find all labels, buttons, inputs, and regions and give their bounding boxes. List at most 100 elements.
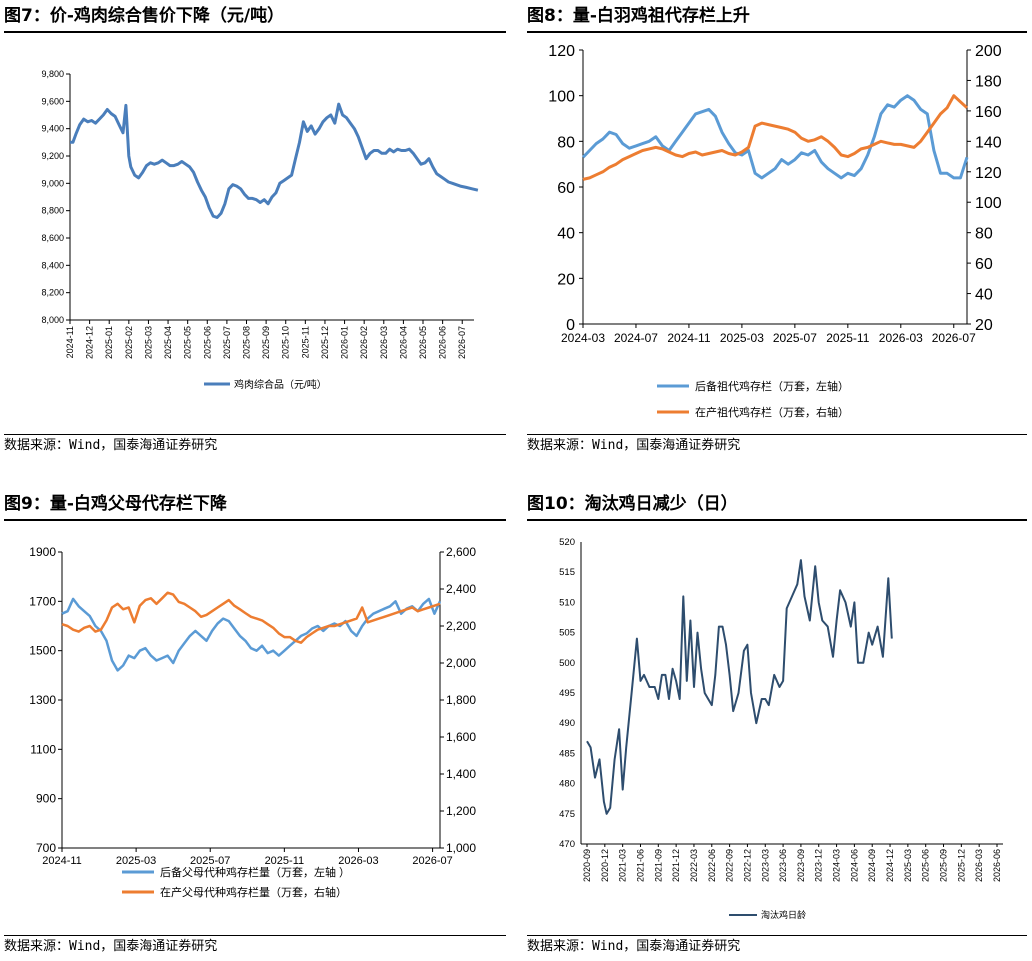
y-tick-label-right: 2,000 (446, 656, 476, 670)
x-tick-label: 2024-11 (42, 855, 82, 867)
y-tick-label-right: 2,600 (446, 545, 476, 559)
y-tick-label-left: 120 (548, 43, 575, 60)
x-tick-label: 2025-09 (261, 326, 271, 359)
x-tick-label: 2024-12 (85, 326, 95, 359)
x-tick-label: 2026-01 (340, 326, 350, 359)
x-tick-label: 2024-11 (65, 326, 75, 358)
y-tick-label: 8,800 (41, 206, 64, 216)
source-rule (4, 434, 506, 435)
x-tick-label: 2022-09 (725, 849, 735, 882)
figure-title: 图9：量-白鸡父母代存栏下降 (4, 494, 227, 514)
y-tick-label-right: 140 (975, 134, 1002, 151)
series-line (582, 94, 969, 181)
y-tick-label: 9,000 (41, 178, 64, 188)
x-tick-label: 2026-03 (974, 849, 984, 882)
y-tick-label-right: 1,000 (446, 841, 476, 855)
x-tick-label: 2026-03 (338, 855, 378, 867)
x-tick-label: 2025-09 (939, 849, 949, 882)
y-tick-label: 8,400 (41, 260, 64, 270)
chart-7: 8,000 8,200 8,400 8,600 8,800 9,000 9,200 9,400… (41, 69, 479, 391)
y-tick-label-right: 40 (975, 287, 993, 304)
y-tick-label-right: 1,200 (446, 804, 476, 818)
x-tick-label: 2026-04 (398, 326, 408, 359)
y-tick-label-right: 60 (975, 256, 993, 273)
x-tick-label: 2024-03 (832, 849, 842, 882)
x-tick-label: 2025-07 (222, 326, 232, 359)
x-tick-label: 2026-06 (992, 849, 1002, 882)
x-tick-label: 2021-12 (671, 849, 681, 882)
y-tick-label-right: 200 (975, 43, 1002, 60)
source-rule (527, 434, 1027, 435)
source-rule (527, 935, 1027, 936)
x-tick-label: 2025-05 (183, 326, 193, 359)
y-tick-label-left: 20 (557, 271, 575, 288)
title-rule (527, 519, 1027, 521)
y-tick-label-right: 120 (975, 165, 1002, 182)
x-tick-label: 2025-03 (903, 849, 913, 882)
x-tick-label: 2021-06 (635, 849, 645, 882)
y-tick-label-right: 2,400 (446, 582, 476, 596)
x-tick-label: 2026-07 (412, 855, 452, 867)
figure-9-panel: 图9：量-白鸡父母代存栏下降 700 900 1100 1300 1500 1700 190… (4, 492, 506, 958)
figure-title: 图10：淘汰鸡日减少（日） (527, 494, 738, 514)
x-tick-label: 2025-07 (190, 855, 230, 867)
x-tick-label: 2022-12 (742, 849, 752, 882)
chart-10: 470 475 480 485 490 495 500 505 510 515 520 2020-09… (559, 537, 1003, 920)
figure-title: 图8：量-白羽鸡祖代存栏上升 (527, 6, 750, 26)
x-tick-label: 2026-06 (438, 326, 448, 359)
y-tick-label-right: 20 (975, 317, 993, 334)
x-tick-label: 2025-03 (143, 326, 153, 359)
figure-8-panel: 图8：量-白羽鸡祖代存栏上升 0 20 40 60 80 100 120 20 40 60 80 10… (527, 4, 1027, 464)
y-tick-label: 470 (559, 839, 575, 850)
x-tick-label: 2025-04 (163, 326, 173, 359)
y-tick-label: 9,200 (41, 151, 64, 161)
y-tick-label-right: 1,800 (446, 693, 476, 707)
y-tick-label: 480 (559, 779, 575, 790)
y-tick-label-left: 1100 (30, 742, 56, 756)
y-tick-label: 505 (559, 628, 575, 639)
x-tick-label: 2023-09 (796, 849, 806, 882)
x-tick-label: 2025-02 (124, 326, 134, 359)
series-line (586, 559, 893, 815)
x-tick-label: 2022-03 (689, 849, 699, 882)
x-tick-label: 2024-09 (867, 849, 877, 882)
y-tick-label: 520 (559, 537, 575, 548)
x-tick-label: 2023-06 (778, 849, 788, 882)
source-note: 数据来源：Wind，国泰海通证券研究 (527, 438, 741, 453)
legend-label: 淘汰鸡日龄 (761, 909, 806, 920)
x-tick-label: 2026-05 (418, 326, 428, 359)
x-tick-label: 2020-12 (600, 849, 610, 882)
chart-8: 0 20 40 60 80 100 120 20 40 60 80 100 120 140 160 180 20… (548, 43, 1002, 419)
legend-label: 在产祖代鸡存栏（万套，右轴） (695, 405, 849, 419)
x-tick-label: 2025-10 (281, 326, 291, 359)
x-tick-label: 2021-09 (653, 849, 663, 882)
x-tick-label: 2026-07 (932, 331, 976, 345)
figure-title: 图7：价-鸡肉综合售价下降（元/吨） (4, 6, 285, 26)
source-note: 数据来源：Wind，国泰海通证券研究 (527, 939, 741, 954)
y-tick-label-left: 0 (566, 317, 575, 334)
x-tick-label: 2024-07 (614, 331, 658, 345)
x-tick-label: 2024-06 (849, 849, 859, 882)
y-tick-label-right: 2,200 (446, 619, 476, 633)
y-tick-label: 500 (559, 658, 575, 669)
y-tick-label: 490 (559, 718, 575, 729)
x-tick-label: 2026-03 (379, 326, 389, 359)
source-note: 数据来源：Wind，国泰海通证券研究 (4, 438, 218, 453)
x-tick-label: 2026-02 (359, 326, 369, 359)
y-tick-label-left: 1900 (29, 545, 56, 559)
y-tick-label-left: 80 (557, 134, 575, 151)
y-tick-label-right: 100 (975, 195, 1002, 212)
y-tick-label: 8,600 (41, 233, 64, 243)
x-tick-label: 2025-06 (921, 849, 931, 882)
legend-label: 在产父母代种鸡存栏量（万套，右轴） (160, 885, 347, 899)
x-tick-label: 2023-03 (760, 849, 770, 882)
legend-label: 鸡肉综合品（元/吨） (234, 378, 327, 391)
legend-label: 后备父母代种鸡存栏量（万套，左轴 ） (160, 865, 350, 879)
x-tick-label: 2025-11 (300, 326, 310, 358)
x-tick-label: 2020-09 (582, 849, 592, 882)
y-tick-label: 8,000 (41, 315, 64, 325)
x-tick-label: 2021-03 (618, 849, 628, 882)
y-tick-label: 9,800 (41, 69, 64, 79)
series-line (61, 591, 441, 644)
x-tick-label: 2025-01 (104, 326, 114, 359)
